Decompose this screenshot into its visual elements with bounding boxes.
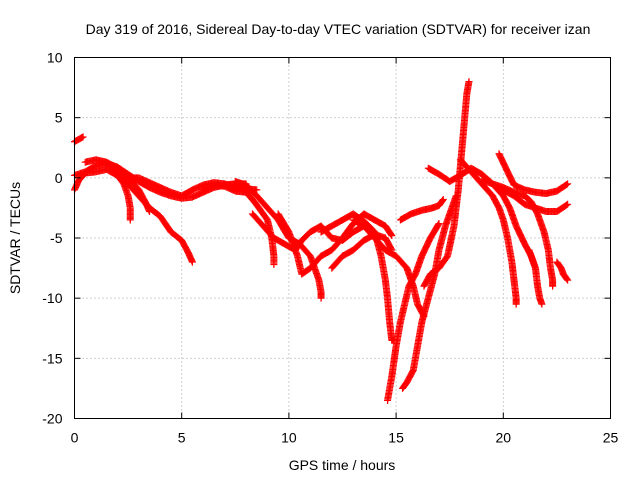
x-tick-label: 0 — [71, 430, 79, 446]
x-tick-label: 5 — [178, 430, 186, 446]
data-point-marker — [465, 78, 473, 86]
data-point-marker — [439, 195, 447, 203]
data-point-marker — [563, 181, 571, 189]
x-tick-label: 20 — [496, 430, 512, 446]
data-point-marker — [563, 275, 571, 283]
data-point-marker — [538, 300, 546, 308]
series-arc-24 — [553, 258, 572, 284]
data-point-marker — [549, 282, 557, 290]
series-arc-23 — [525, 246, 546, 308]
series-arc-14 — [384, 220, 443, 404]
series-arc-12 — [317, 210, 398, 344]
data-point-marker — [564, 180, 572, 188]
x-axis-title: GPS time / hours — [289, 457, 396, 473]
data-point-marker — [317, 294, 325, 302]
data-point-marker — [79, 133, 87, 141]
data-point-marker — [435, 220, 443, 228]
series-arc-17 — [420, 78, 473, 290]
series-arc-16 — [396, 195, 447, 224]
data-point-marker — [564, 200, 572, 208]
y-tick-label: -5 — [50, 230, 63, 246]
y-tick-label: -10 — [42, 290, 62, 306]
data-point-marker — [188, 258, 196, 266]
x-tick-label: 15 — [388, 430, 404, 446]
y-tick-label: -15 — [42, 350, 62, 366]
series-arc-2 — [71, 165, 134, 224]
y-tick-label: -20 — [42, 411, 62, 427]
data-points — [71, 78, 572, 404]
y-axis-title: SDTVAR / TECUs — [7, 182, 23, 294]
data-point-marker — [439, 196, 447, 204]
series-arc-1 — [71, 133, 87, 146]
x-tick-label: 25 — [603, 430, 619, 446]
data-point-marker — [512, 300, 520, 308]
data-point-marker — [564, 276, 572, 284]
data-point-marker — [387, 231, 395, 239]
axis-ticks: 0 5 10 15 20 25 10 5 0 -5 -10 -15 -20 — [42, 50, 618, 446]
data-point-marker — [78, 134, 86, 142]
y-tick-label: 5 — [55, 110, 63, 126]
data-point-marker — [270, 260, 278, 268]
data-point-marker — [126, 216, 134, 224]
series-arc-21 — [495, 150, 572, 197]
data-point-marker — [434, 221, 442, 229]
series-arc-19 — [456, 156, 520, 308]
series-arc-5 — [103, 159, 196, 266]
x-tick-label: 10 — [281, 430, 297, 446]
y-tick-label: 10 — [47, 50, 63, 66]
data-point-marker — [563, 201, 571, 209]
chart-title: Day 319 of 2016, Sidereal Day-to-day VTE… — [86, 21, 591, 37]
series-arc-22 — [499, 186, 572, 216]
y-tick-label: 0 — [55, 170, 63, 186]
data-point-marker — [388, 232, 396, 240]
